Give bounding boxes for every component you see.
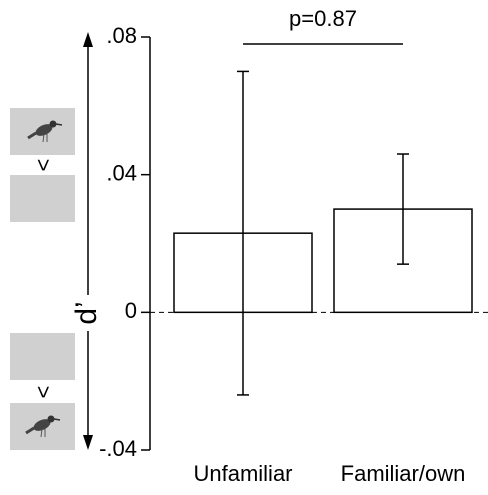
y-tick-label: -.04: [99, 436, 137, 461]
arrow-head: [83, 32, 93, 47]
stimulus-box: [10, 333, 75, 380]
y-tick-label: .08: [106, 23, 137, 48]
comparison-symbol: >: [31, 159, 56, 172]
y-axis-label: d’: [70, 301, 103, 324]
y-tick-label: .04: [106, 160, 137, 185]
p-value: p=0.87: [289, 6, 357, 31]
x-tick-label: Unfamiliar: [193, 461, 292, 486]
arrow-head: [83, 435, 93, 450]
x-tick-label: Familiar/own: [341, 461, 466, 486]
y-tick-label: 0: [125, 298, 137, 323]
comparison-symbol: >: [31, 386, 56, 399]
label-bg: [76, 295, 100, 331]
stimulus-box: [10, 175, 75, 222]
